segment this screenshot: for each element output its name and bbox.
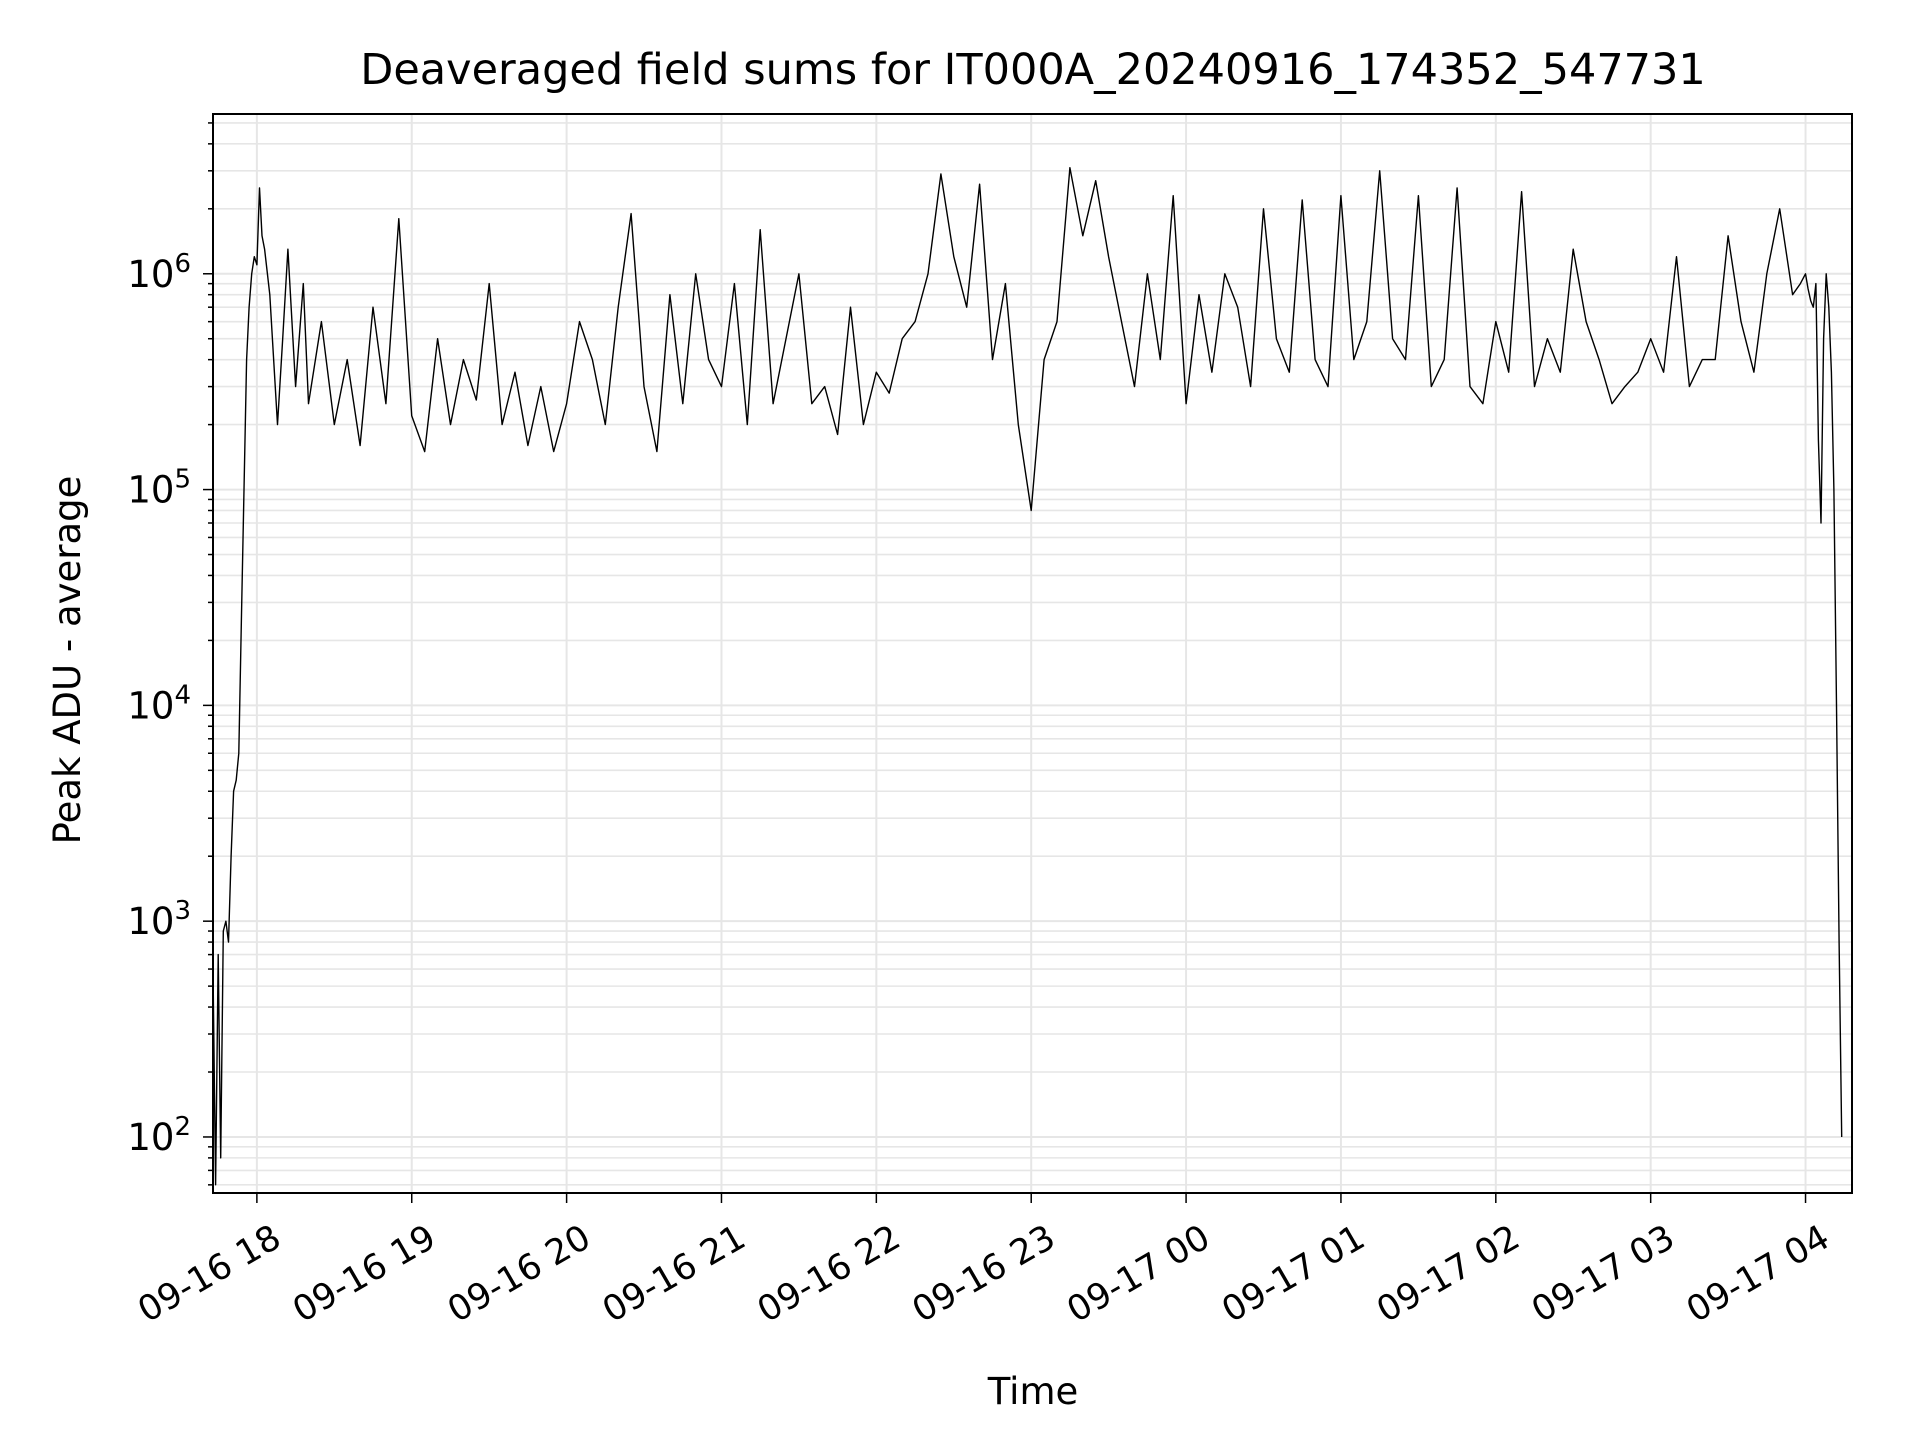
chart-title: Deaveraged field sums for IT000A_2024091… [360, 45, 1706, 95]
y-tick-label-base: 10 [127, 253, 174, 296]
y-tick-label-base: 10 [127, 1116, 174, 1159]
y-tick-label-exponent: 6 [174, 249, 191, 279]
grid-lines [213, 114, 1852, 1193]
y-tick-label-exponent: 4 [174, 680, 191, 710]
y-tick-label-exponent: 3 [174, 896, 191, 926]
y-tick-label-base: 10 [127, 684, 174, 727]
y-axis-label: Peak ADU - average [46, 476, 89, 845]
plot-frame [212, 113, 1853, 1194]
y-tick-label: 102 [127, 1112, 191, 1159]
y-tick-label: 106 [127, 249, 191, 296]
series-line [212, 167, 1843, 1186]
y-tick-label-base: 10 [127, 469, 174, 512]
y-tick-label: 104 [127, 680, 191, 727]
y-tick-label-exponent: 2 [174, 1112, 191, 1142]
y-tick-label: 105 [127, 465, 191, 512]
y-tick-label-exponent: 5 [174, 465, 191, 495]
x-axis-label: Time [987, 1370, 1079, 1413]
y-tick-label: 103 [127, 896, 191, 943]
y-tick-label-base: 10 [127, 900, 174, 943]
plot-area [212, 167, 1843, 1186]
